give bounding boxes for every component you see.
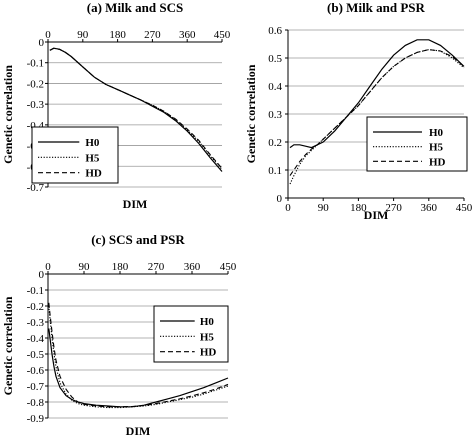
y-tick-label: 0.2 bbox=[268, 137, 282, 149]
legend-label-hd: HD bbox=[429, 156, 446, 168]
x-tick-label: 0 bbox=[45, 29, 51, 41]
y-tick-label: -0.7 bbox=[27, 182, 45, 194]
chart-2: (b) Milk and PSR 0 0.1 0.2 0.3 0.4 0.5 0.6 0 90 18… bbox=[244, 0, 473, 222]
y-tick-label: -0.5 bbox=[27, 349, 45, 361]
y-tick-label: -0.4 bbox=[27, 333, 45, 345]
legend-label-h5: H5 bbox=[200, 331, 215, 343]
x-tick-label: 0 bbox=[285, 202, 291, 214]
legend-label-hd: HD bbox=[200, 347, 217, 359]
legend-box bbox=[31, 126, 119, 184]
y-tick-label: 0.1 bbox=[268, 165, 282, 177]
x-tick-label: 450 bbox=[214, 29, 231, 41]
x-tick-label: 90 bbox=[79, 261, 91, 273]
y-tick-label: 0 bbox=[39, 37, 45, 49]
x-tick-label: 450 bbox=[220, 261, 237, 273]
y-tick-label: -0.3 bbox=[27, 317, 45, 329]
x-tick-label: 360 bbox=[421, 202, 438, 214]
series-line-h0 bbox=[48, 328, 229, 408]
x-axis-label: DIM bbox=[126, 424, 151, 435]
y-tick-label: -0.3 bbox=[27, 99, 45, 111]
y-tick-label: 0 bbox=[39, 269, 45, 281]
x-tick-label: 450 bbox=[456, 202, 473, 214]
y-tick-label: 0.6 bbox=[268, 25, 282, 37]
legend-box bbox=[153, 305, 229, 363]
chart-3: (c) SCS and PSR0-0.1-0.2-0.3-0.4-0.5-0.6… bbox=[1, 232, 237, 435]
y-tick-label: -0.2 bbox=[27, 301, 44, 313]
y-tick-label: -0.7 bbox=[27, 381, 45, 393]
x-tick-label: 270 bbox=[144, 29, 161, 41]
chart-title: (a) Milk and SCS bbox=[87, 0, 183, 15]
y-tick-label: 0.4 bbox=[268, 81, 282, 93]
chart-title: (c) SCS and PSR bbox=[91, 232, 185, 247]
y-tick-label: -0.1 bbox=[27, 58, 44, 70]
y-axis-label: Genetic correlation bbox=[1, 65, 15, 164]
legend-label-h5: H5 bbox=[429, 142, 444, 154]
y-tick-label: 0.5 bbox=[268, 53, 282, 65]
x-axis-label: DIM bbox=[364, 208, 389, 222]
x-axis-label: DIM bbox=[123, 197, 148, 211]
legend-label-h0: H0 bbox=[85, 137, 100, 149]
x-tick-label: 90 bbox=[318, 202, 330, 214]
series-line-hd bbox=[48, 302, 229, 408]
x-tick-label: 270 bbox=[148, 261, 165, 273]
series-line-hd bbox=[289, 49, 465, 176]
series-line-h0 bbox=[289, 39, 465, 149]
chart-title: (b) Milk and PSR bbox=[327, 0, 425, 15]
x-tick-label: 180 bbox=[350, 202, 367, 214]
legend-box bbox=[366, 116, 468, 172]
y-tick-label: -0.2 bbox=[27, 78, 44, 90]
series-line-h5 bbox=[49, 47, 223, 170]
x-tick-label: 270 bbox=[385, 202, 402, 214]
legend-label-h0: H0 bbox=[429, 127, 444, 139]
legend-label-hd: HD bbox=[85, 168, 102, 180]
x-tick-label: 180 bbox=[109, 29, 126, 41]
x-tick-label: 360 bbox=[184, 261, 201, 273]
legend: H0 H5 HD bbox=[31, 126, 119, 184]
y-tick-label: -0.1 bbox=[27, 285, 44, 297]
y-tick-label: -0.9 bbox=[27, 413, 45, 425]
legend-label-h5: H5 bbox=[85, 152, 100, 164]
y-axis-label: Genetic correlation bbox=[244, 64, 258, 163]
x-tick-label: 90 bbox=[77, 29, 89, 41]
legend-label-h0: H0 bbox=[200, 316, 215, 328]
x-tick-label: 180 bbox=[112, 261, 129, 273]
series-line-hd bbox=[49, 47, 223, 169]
x-tick-label: 360 bbox=[179, 29, 196, 41]
y-tick-label: 0.3 bbox=[268, 109, 282, 121]
y-axis-label: Genetic correlation bbox=[1, 296, 15, 395]
y-tick-label: -0.6 bbox=[27, 365, 45, 377]
y-tick-label: 0 bbox=[277, 193, 283, 205]
chart-1: (a) Milk and SCS0-0.1-0.2-0.3-0.4-0.5-0.… bbox=[1, 0, 231, 211]
x-tick-label: 0 bbox=[45, 261, 51, 273]
legend: H0 H5 HD bbox=[366, 116, 468, 172]
y-tick-label: -0.8 bbox=[27, 397, 45, 409]
legend: H0 H5 HD bbox=[153, 305, 229, 363]
